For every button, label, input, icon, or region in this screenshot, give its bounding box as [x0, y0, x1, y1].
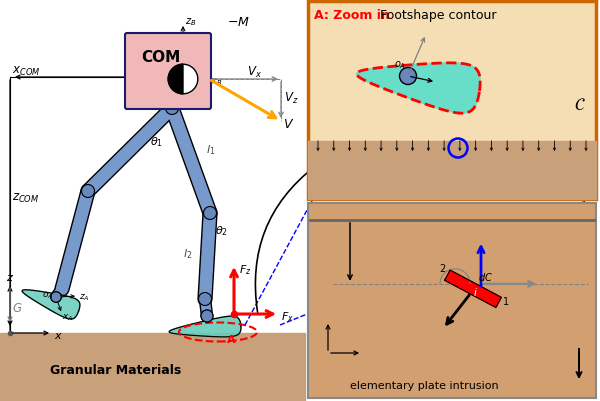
Text: $G$: $G$: [12, 301, 23, 314]
Text: $x$: $x$: [54, 330, 63, 340]
Text: Granular Materials: Granular Materials: [50, 363, 181, 376]
Text: $-M$: $-M$: [227, 16, 250, 29]
Text: $F_z$: $F_z$: [239, 262, 251, 276]
Circle shape: [199, 293, 211, 306]
Polygon shape: [169, 316, 241, 337]
FancyBboxPatch shape: [125, 34, 211, 110]
FancyArrowPatch shape: [256, 168, 314, 312]
Circle shape: [51, 292, 61, 302]
Text: $x_A$: $x_A$: [437, 81, 450, 93]
Text: $\gamma_i$: $\gamma_i$: [393, 299, 404, 311]
Text: 2: 2: [439, 263, 446, 273]
Text: $\theta_1$: $\theta_1$: [150, 135, 163, 148]
Circle shape: [51, 292, 61, 302]
Text: $|z_i|$: $|z_i|$: [316, 245, 332, 259]
Bar: [308, 2, 596, 200]
Bar: [0, 333, 305, 401]
Text: $z_B$: $z_B$: [185, 16, 196, 28]
Polygon shape: [357, 64, 480, 114]
Text: $l_2$: $l_2$: [182, 246, 192, 260]
Text: $i$: $i$: [473, 285, 478, 297]
Text: $V_z$: $V_z$: [284, 91, 299, 106]
Text: $z_A$: $z_A$: [424, 25, 436, 37]
Text: Footshape contour: Footshape contour: [380, 9, 497, 22]
Circle shape: [400, 68, 416, 85]
Text: $F_x$: $F_x$: [281, 309, 294, 323]
Polygon shape: [445, 270, 502, 308]
Circle shape: [201, 310, 213, 322]
Circle shape: [201, 310, 213, 322]
Text: $o_A$: $o_A$: [42, 290, 53, 301]
Circle shape: [166, 102, 179, 115]
Text: $x_{COM}$: $x_{COM}$: [12, 65, 40, 78]
Text: $\theta_2$: $\theta_2$: [215, 223, 228, 237]
Text: elementary plate intrusion: elementary plate intrusion: [350, 380, 499, 390]
Text: $x$: $x$: [364, 350, 373, 360]
Polygon shape: [168, 65, 183, 95]
Text: $\mathbf{A}$: $\mathbf{A}$: [226, 332, 236, 344]
Text: $dC$: $dC$: [478, 270, 493, 282]
Text: $f_x^i$: $f_x^i$: [541, 274, 551, 294]
Text: COM: COM: [141, 50, 180, 65]
Text: $\beta_i$: $\beta_i$: [398, 257, 409, 271]
Text: $x_B$: $x_B$: [210, 76, 222, 87]
Text: $f_z^i$: $f_z^i$: [484, 226, 494, 245]
Text: $z$: $z$: [6, 272, 14, 282]
Text: 1: 1: [503, 297, 509, 307]
Text: $z$: $z$: [322, 310, 330, 320]
Text: $V$: $V$: [283, 118, 294, 131]
Text: $z_{COM}$: $z_{COM}$: [12, 192, 40, 205]
Text: $v_i$: $v_i$: [429, 329, 440, 341]
Circle shape: [203, 207, 217, 220]
Text: $z_A$: $z_A$: [79, 292, 89, 303]
Text: $o_A$: $o_A$: [394, 59, 406, 71]
Text: $l_1$: $l_1$: [206, 143, 215, 157]
Text: $\mathcal{C}$: $\mathcal{C}$: [574, 96, 586, 114]
Bar: [308, 142, 596, 200]
Circle shape: [168, 65, 198, 95]
Text: $V_x$: $V_x$: [247, 65, 262, 80]
Bar: [308, 203, 596, 398]
Polygon shape: [22, 290, 80, 319]
Text: $\theta_A$: $\theta_A$: [412, 58, 424, 70]
Text: $x_A$: $x_A$: [62, 312, 73, 323]
Text: A: Zoom in: A: Zoom in: [314, 9, 390, 22]
Circle shape: [82, 185, 95, 198]
Text: $g$: $g$: [576, 380, 584, 392]
